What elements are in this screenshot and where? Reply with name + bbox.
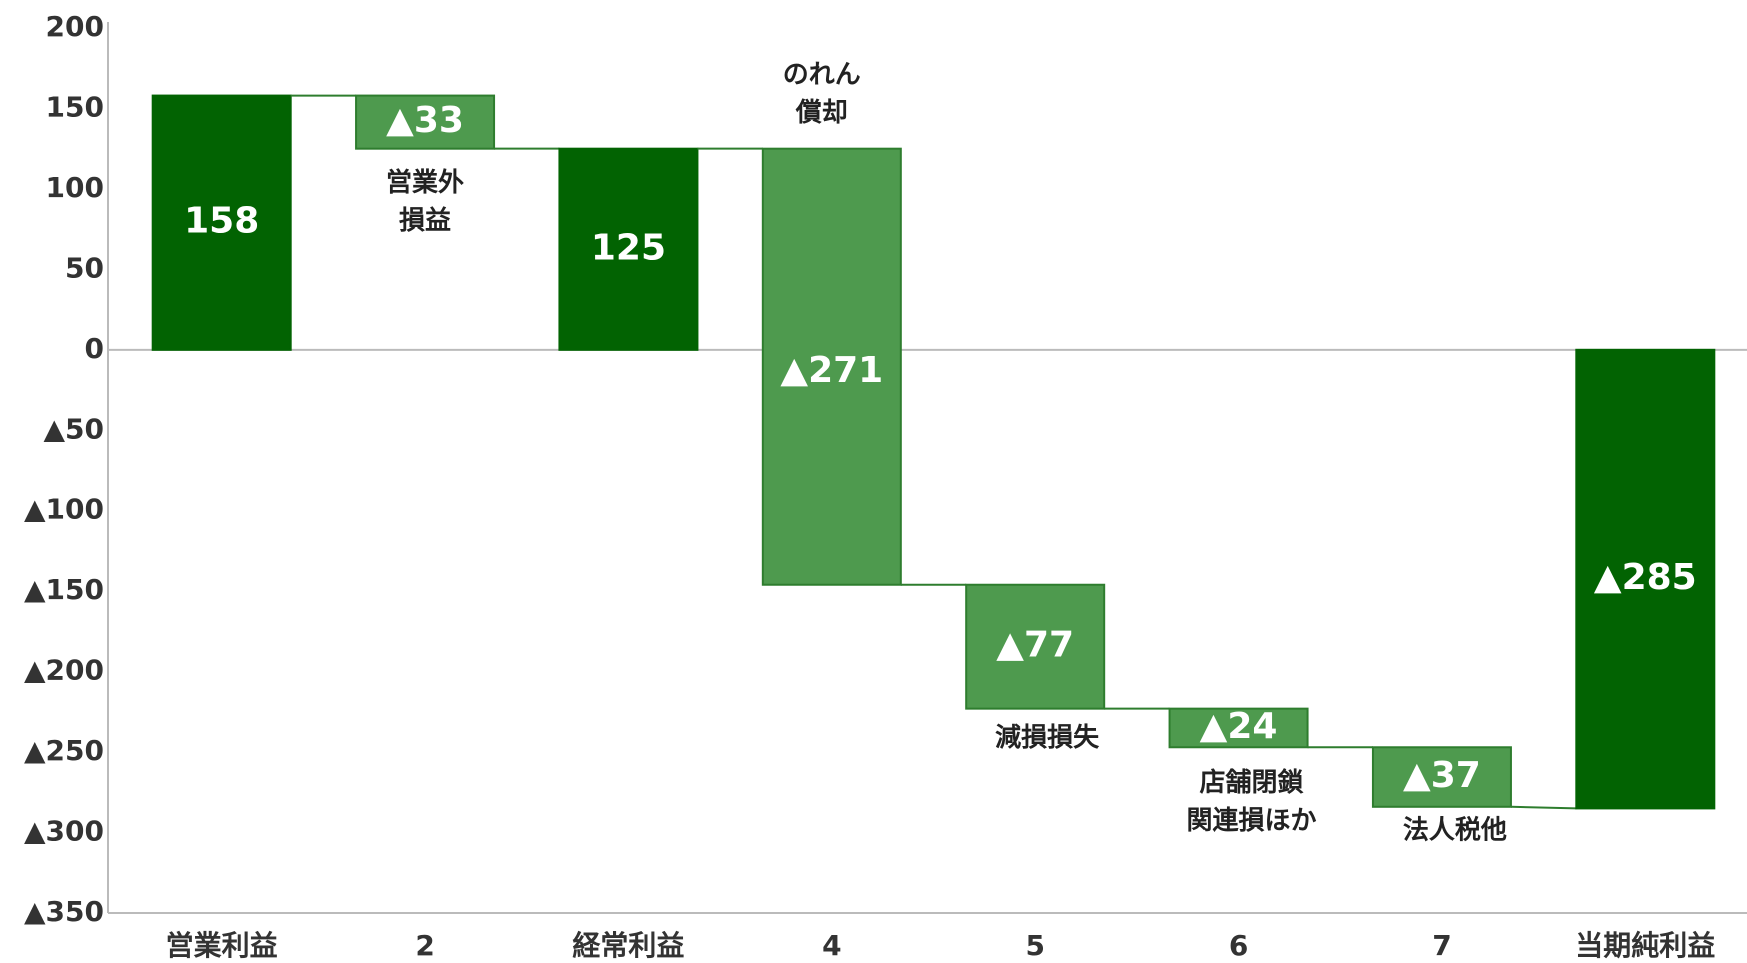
- x-tick-label: 6: [1229, 929, 1248, 962]
- x-tick-label: 7: [1432, 929, 1451, 962]
- value-label: ▲77: [996, 625, 1074, 666]
- connector: [1510, 805, 1577, 810]
- x-tick-label: 5: [1025, 929, 1044, 962]
- y-tick-label: ▲300: [24, 815, 104, 848]
- value-label: ▲271: [780, 350, 883, 391]
- bar: [151, 94, 292, 351]
- annotation: 関連損ほか: [1187, 806, 1317, 836]
- y-tick-label: 100: [46, 171, 104, 204]
- bar: [1371, 746, 1512, 808]
- bar: [965, 583, 1106, 710]
- value-label: 158: [184, 201, 259, 242]
- bar: [355, 94, 496, 150]
- x-tick-label: 営業利益: [166, 929, 278, 962]
- annotation: 営業外: [386, 168, 464, 198]
- value-label: 125: [591, 227, 666, 268]
- y-tick-label: ▲150: [24, 573, 104, 606]
- y-tick-label: 150: [46, 90, 104, 123]
- value-label: ▲285: [1594, 557, 1697, 598]
- annotation: 損益: [399, 206, 451, 236]
- value-label: ▲33: [386, 100, 464, 141]
- annotation: 減損損失: [995, 723, 1100, 753]
- annotation: 店舗閉鎖: [1200, 767, 1304, 798]
- annotation: 法人税他: [1403, 815, 1507, 845]
- y-tick-label: ▲100: [24, 493, 104, 526]
- bar: [1575, 348, 1716, 810]
- annotation: のれん: [783, 60, 861, 90]
- annotation: 償却: [795, 98, 848, 128]
- bar: [1168, 707, 1309, 749]
- bar: [558, 147, 699, 351]
- y-tick-label: ▲50: [44, 412, 105, 445]
- x-tick-label: 当期純利益: [1575, 929, 1715, 962]
- y-tick-label: 200: [46, 10, 104, 43]
- value-label: ▲24: [1200, 706, 1278, 747]
- y-tick-label: ▲250: [24, 734, 104, 767]
- y-tick-label: 0: [85, 332, 104, 365]
- x-tick-label: 経常利益: [572, 929, 684, 962]
- value-label: ▲37: [1403, 755, 1481, 796]
- y-tick-label: 50: [65, 251, 104, 284]
- y-tick-label: ▲350: [24, 895, 104, 928]
- bar: [761, 147, 902, 586]
- y-tick-label: ▲200: [24, 654, 104, 687]
- x-tick-label: 2: [415, 929, 434, 962]
- x-tick-label: 4: [822, 929, 841, 962]
